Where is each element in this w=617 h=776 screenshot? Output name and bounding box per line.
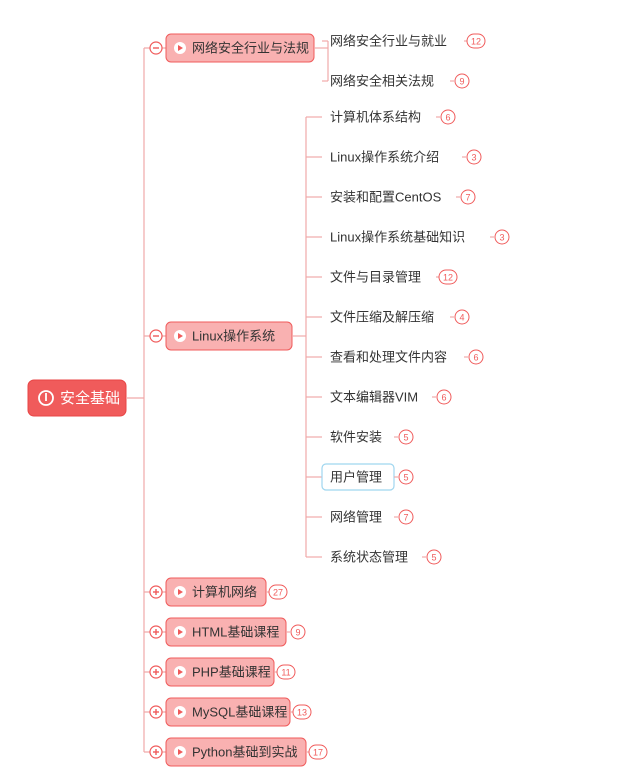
branch-label: Python基础到实战 <box>192 745 297 760</box>
count-badge-value: 27 <box>273 588 283 598</box>
play-icon <box>174 42 186 54</box>
count-badge-value: 6 <box>445 113 450 123</box>
count-badge-value: 4 <box>459 313 464 323</box>
collapse-toggle[interactable] <box>150 586 162 598</box>
leaf-label: Linux操作系统介绍 <box>330 150 439 165</box>
leaf-label: 查看和处理文件内容 <box>330 350 447 365</box>
count-badge-value: 13 <box>297 708 307 718</box>
count-badge-value: 6 <box>441 393 446 403</box>
count-badge-value: 5 <box>403 433 408 443</box>
leaf-label: 计算机体系结构 <box>330 110 421 125</box>
count-badge-value: 6 <box>473 353 478 363</box>
collapse-toggle[interactable] <box>150 666 162 678</box>
root-label: 安全基础 <box>60 389 120 407</box>
play-icon <box>174 666 186 678</box>
play-icon <box>174 706 186 718</box>
count-badge-value: 7 <box>403 513 408 523</box>
collapse-toggle[interactable] <box>150 330 162 342</box>
count-badge-value: 9 <box>295 628 300 638</box>
collapse-toggle[interactable] <box>150 746 162 758</box>
count-badge-value: 12 <box>471 37 481 47</box>
leaf-label: 文件压缩及解压缩 <box>330 310 434 325</box>
count-badge-value: 12 <box>443 273 453 283</box>
leaf-label: 网络安全行业与就业 <box>330 34 447 49</box>
leaf-label: Linux操作系统基础知识 <box>330 230 465 245</box>
leaf-label: 系统状态管理 <box>330 550 408 565</box>
count-badge-value: 9 <box>459 77 464 87</box>
branch-label: 网络安全行业与法规 <box>192 41 309 56</box>
leaf-label: 网络安全相关法规 <box>330 74 434 89</box>
play-icon <box>174 626 186 638</box>
leaf-label: 软件安装 <box>330 430 382 445</box>
count-badge-value: 11 <box>281 668 290 678</box>
play-icon <box>174 330 186 342</box>
leaf-label: 文本编辑器VIM <box>330 390 418 405</box>
collapse-toggle[interactable] <box>150 706 162 718</box>
count-badge-value: 3 <box>471 153 476 163</box>
leaf-label: 用户管理 <box>330 470 382 485</box>
collapse-toggle[interactable] <box>150 626 162 638</box>
branch-label: HTML基础课程 <box>192 625 279 640</box>
branch-label: Linux操作系统 <box>192 329 275 344</box>
count-badge-value: 5 <box>431 553 436 563</box>
count-badge-value: 17 <box>313 748 323 758</box>
branch-label: 计算机网络 <box>192 585 257 600</box>
count-badge-value: 5 <box>403 473 408 483</box>
count-badge-value: 7 <box>465 193 470 203</box>
branch-label: MySQL基础课程 <box>192 705 287 720</box>
branch-label: PHP基础课程 <box>192 665 271 680</box>
play-icon <box>174 586 186 598</box>
leaf-label: 网络管理 <box>330 510 382 525</box>
leaf-label: 文件与目录管理 <box>330 270 421 285</box>
collapse-toggle[interactable] <box>150 42 162 54</box>
count-badge-value: 3 <box>499 233 504 243</box>
mindmap-canvas: 安全基础 网络安全行业与法规 网络安全行业与就业 12 网络安全相关法规 9 Linux操作… <box>0 0 617 776</box>
play-icon <box>174 746 186 758</box>
leaf-label: 安装和配置CentOS <box>330 190 442 205</box>
